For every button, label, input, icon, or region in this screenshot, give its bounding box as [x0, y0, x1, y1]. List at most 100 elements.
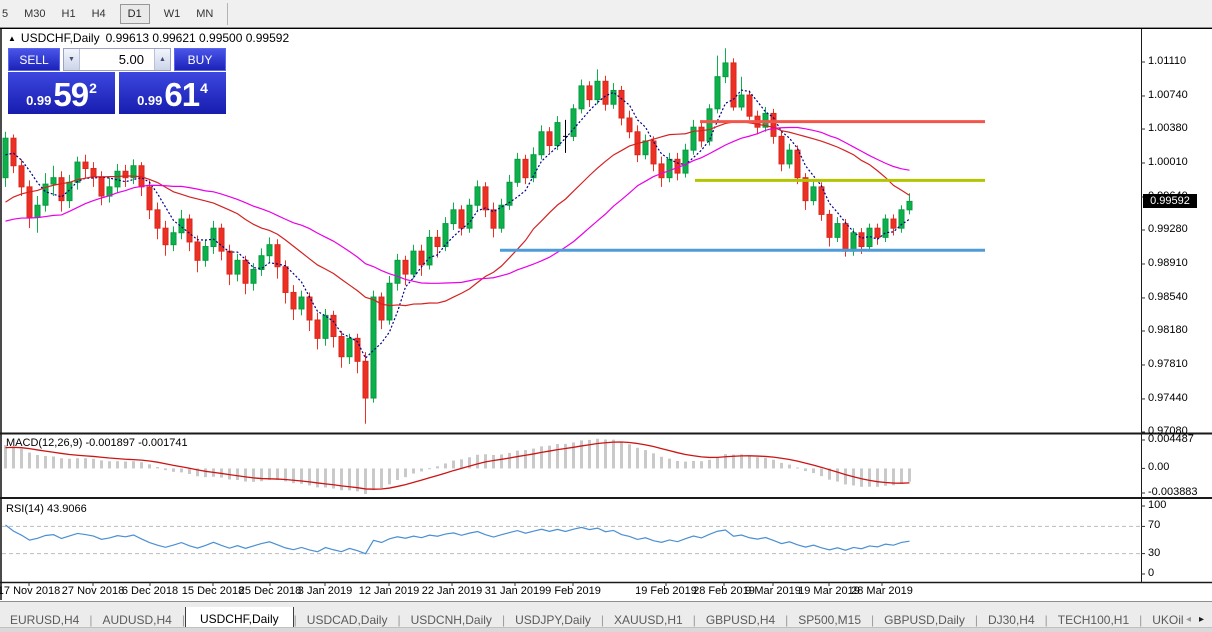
price-axis-label: 1.00740 — [1148, 88, 1188, 101]
buy-price-prefix: 0.99 — [137, 93, 163, 108]
symbol-tab-usdcnh-daily[interactable]: USDCNH,Daily — [410, 613, 492, 627]
toolbar-separator — [227, 2, 229, 25]
rsi-indicator-label: RSI(14) 43.9066 — [6, 503, 87, 515]
macd-histogram — [4, 438, 911, 494]
rsi-line — [5, 524, 910, 555]
tab-separator: | — [871, 613, 875, 627]
tab-separator: | — [397, 613, 401, 627]
timeframe-button-h4[interactable]: H4 — [91, 7, 106, 20]
symbol-tab-xauusd-h1[interactable]: XAUUSD,H1 — [614, 613, 683, 627]
price-axis-label: 0.99280 — [1148, 223, 1188, 235]
volume-decrease-button[interactable]: ▼ — [64, 49, 80, 70]
moving-average-slow — [5, 126, 910, 284]
tab-separator: | — [785, 613, 789, 627]
moving-average-fast — [5, 89, 910, 360]
chart-title-symbol: USDCHF,Daily — [20, 31, 100, 45]
moving-average-mid — [5, 120, 910, 307]
price-axis-label: 1.00010 — [1148, 155, 1188, 168]
price-axis-label: 0.97080 — [1148, 425, 1188, 437]
chart-title-quotes: 0.99613 0.99621 0.99500 0.99592 — [105, 31, 290, 45]
date-axis-label: 25 Dec 2018 — [238, 585, 302, 597]
chart-window — [0, 28, 1212, 600]
price-axis-label: 0.97440 — [1148, 391, 1188, 404]
symbol-tab-usdcad-daily[interactable]: USDCAD,Daily — [306, 613, 388, 627]
symbol-tab-gbpusd-h4[interactable]: GBPUSD,H4 — [705, 613, 776, 627]
buy-price-display[interactable]: 0.99 61 4 — [119, 72, 226, 114]
date-axis-label: 19 Feb 2019 — [635, 585, 697, 597]
tab-separator: | — [181, 613, 185, 627]
date-axis-label: 9 Mar 2019 — [745, 585, 801, 597]
buy-price-main: 61 — [164, 76, 200, 113]
sell-price-main: 59 — [53, 76, 89, 113]
tab-scroll-arrows: ◂ ▸ — [1184, 614, 1212, 632]
date-axis-label: 31 Jan 2019 — [484, 585, 546, 597]
macd-signal-line — [5, 441, 910, 490]
volume-stepper: ▼ 5.00 ▲ — [63, 48, 171, 71]
timeframe-button-m30[interactable]: M30 — [24, 7, 46, 20]
symbol-tab-eurusd-h4[interactable]: EURUSD,H4 — [10, 613, 80, 627]
symbol-tab-tech100-h1[interactable]: TECH100,H1 — [1057, 613, 1130, 627]
tab-separator: | — [974, 613, 978, 627]
symbol-tab-audusd-h4[interactable]: AUDUSD,H4 — [102, 613, 172, 627]
symbol-tab-gbpusd-daily[interactable]: GBPUSD,Daily — [884, 613, 965, 627]
panel-borders — [0, 28, 1212, 584]
date-axis-label: 17 Nov 2018 — [0, 585, 61, 597]
price-axis-label: 0.98180 — [1148, 324, 1188, 336]
date-axis-label: 12 Jan 2019 — [358, 585, 420, 597]
sell-button[interactable]: SELL — [8, 48, 60, 71]
tab-separator: | — [1044, 613, 1048, 627]
date-axis-label: 27 Nov 2018 — [61, 585, 125, 597]
rsi-level-lines — [2, 525, 1141, 555]
macd-axis-label: -0.003883 — [1148, 486, 1198, 498]
timeframe-toolbar: 5 M30 H1 H4 D1 W1 MN — [0, 0, 1212, 28]
sell-price-pip: 2 — [89, 80, 97, 96]
rsi-axis-label: 100 — [1148, 499, 1167, 511]
horizontal-level-lines[interactable] — [500, 120, 985, 252]
tab-scroll-left-icon[interactable]: ◂ — [1185, 614, 1191, 625]
tab-separator: | — [501, 613, 506, 627]
date-axis-label: 28 Feb 2019 — [693, 585, 755, 597]
buy-price-pip: 4 — [200, 80, 208, 96]
tab-scroll-right-icon[interactable]: ▸ — [1198, 614, 1204, 625]
date-axis-label: 3 Jan 2019 — [297, 585, 353, 597]
date-axis-label: 19 Mar 2019 — [798, 585, 860, 597]
symbol-tab-dj30-h4[interactable]: DJ30,H4 — [987, 613, 1035, 627]
volume-input[interactable]: 5.00 — [118, 52, 144, 67]
rsi-axis-label: 70 — [1148, 519, 1161, 532]
date-axis-label: 28 Mar 2019 — [851, 585, 913, 597]
macd-axis-label: 0.004487 — [1148, 433, 1194, 445]
symbol-tab-ukoil-[interactable]: UKOil, — [1152, 613, 1184, 627]
price-axis-label: 0.98910 — [1148, 256, 1188, 269]
tab-separator: | — [692, 613, 696, 627]
macd-indicator-label: MACD(12,26,9) -0.001897 -0.001741 — [6, 437, 188, 449]
timeframe-button-w1[interactable]: W1 — [163, 7, 181, 20]
timeframe-button-d1[interactable]: D1 — [119, 3, 150, 24]
timeframe-button-mn[interactable]: MN — [196, 7, 214, 20]
volume-increase-button[interactable]: ▲ — [154, 49, 170, 70]
buy-button[interactable]: BUY — [174, 48, 226, 71]
rsi-axis-label: 0 — [1148, 567, 1155, 579]
date-axis-label: 9 Feb 2019 — [545, 585, 601, 597]
collapse-panel-icon[interactable]: ▲ — [8, 34, 16, 43]
chart-title: ▲ USDCHF,Daily 0.99613 0.99621 0.99500 0.9… — [8, 31, 289, 45]
macd-axis-label: 0.00 — [1148, 461, 1170, 474]
rsi-axis-label: 30 — [1148, 546, 1161, 559]
tab-scrollbar[interactable] — [0, 627, 1212, 632]
sell-price-display[interactable]: 0.99 59 2 — [8, 72, 115, 114]
timeframe-button-h1[interactable]: H1 — [61, 7, 76, 20]
tab-separator: | — [89, 613, 93, 627]
price-axis-label: 0.98540 — [1148, 290, 1188, 303]
price-axis-label: 1.00380 — [1148, 122, 1188, 135]
tab-separator: | — [1139, 613, 1143, 627]
sell-price-prefix: 0.99 — [26, 93, 52, 108]
symbol-tab-usdjpy-daily[interactable]: USDJPY,Daily — [515, 613, 591, 627]
date-axis-label: 15 Dec 2018 — [181, 585, 245, 597]
date-axis-label: 6 Dec 2018 — [121, 585, 179, 597]
tab-separator: | — [293, 613, 297, 627]
date-axis-label: 22 Jan 2019 — [421, 585, 483, 597]
timeframe-button-5[interactable]: 5 — [2, 7, 9, 20]
symbol-tab-sp500-m15[interactable]: SP500,M15 — [798, 613, 862, 627]
one-click-trade-panel: SELL ▼ 5.00 ▲ BUY 0.99 59 2 0.99 61 4 — [8, 48, 226, 114]
